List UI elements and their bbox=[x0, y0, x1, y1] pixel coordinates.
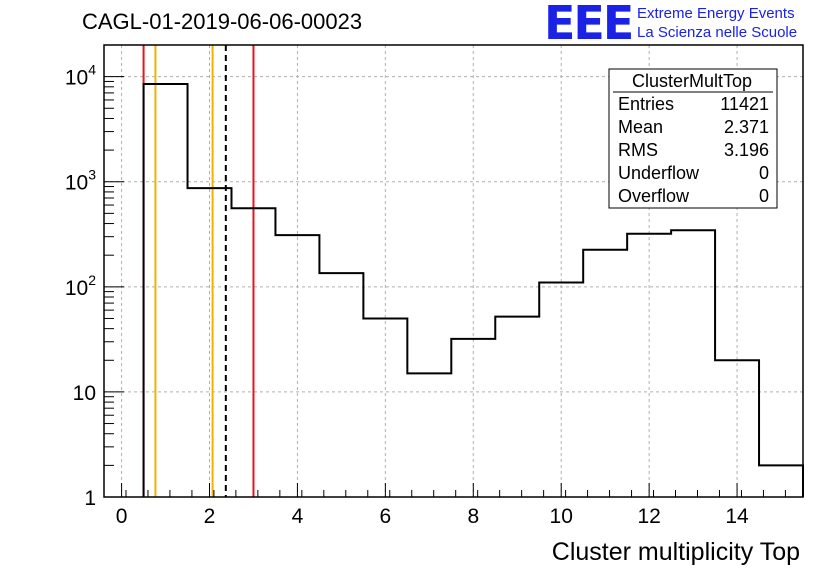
x-tick-label: 8 bbox=[467, 505, 479, 528]
stats-value: 0 bbox=[759, 186, 769, 206]
axis-ticks bbox=[103, 44, 786, 498]
histogram-outline bbox=[142, 83, 804, 497]
x-axis-title: Cluster multiplicity Top bbox=[552, 538, 800, 566]
stats-label: Entries bbox=[618, 94, 674, 114]
logo-caption-line-2: La Scienza nelle Scuole bbox=[637, 24, 798, 41]
stats-label: Underflow bbox=[618, 163, 700, 183]
stats-title: ClusterMultTop bbox=[632, 71, 752, 91]
y-tick-label: 103 bbox=[65, 167, 96, 195]
x-tick-label: 6 bbox=[380, 505, 392, 528]
stats-value: 2.371 bbox=[724, 117, 769, 137]
plot-title: CAGL-01-2019-06-06-00023 bbox=[82, 9, 363, 34]
tick-labels: 0 2 4 6 8 10 12 14 1 10 102 103 104 bbox=[65, 62, 749, 528]
x-tick-label: 0 bbox=[116, 505, 128, 528]
y-tick-label: 104 bbox=[65, 62, 96, 90]
stats-box: ClusterMultTop Entries 11421 Mean 2.371 RMS 3… bbox=[608, 68, 778, 209]
x-tick-label: 4 bbox=[292, 505, 304, 528]
stats-label: Mean bbox=[618, 117, 663, 137]
stats-value: 11421 bbox=[720, 94, 769, 114]
stats-value: 3.196 bbox=[724, 140, 769, 160]
y-tick-label: 10 bbox=[73, 382, 96, 405]
marker-lines bbox=[142, 45, 255, 497]
plot-frame bbox=[103, 44, 804, 498]
logo-caption-line-1: Extreme Energy Events bbox=[637, 5, 795, 22]
stats-label: RMS bbox=[618, 140, 658, 160]
y-tick-label: 1 bbox=[84, 487, 96, 510]
y-tick-label: 102 bbox=[65, 272, 96, 300]
x-tick-label: 14 bbox=[725, 505, 749, 528]
x-tick-label: 12 bbox=[637, 505, 660, 528]
stats-label: Overflow bbox=[618, 186, 690, 206]
eee-logo: EEE bbox=[544, 0, 634, 50]
x-tick-label: 10 bbox=[550, 505, 573, 528]
stats-value: 0 bbox=[759, 163, 769, 183]
x-tick-label: 2 bbox=[204, 505, 216, 528]
